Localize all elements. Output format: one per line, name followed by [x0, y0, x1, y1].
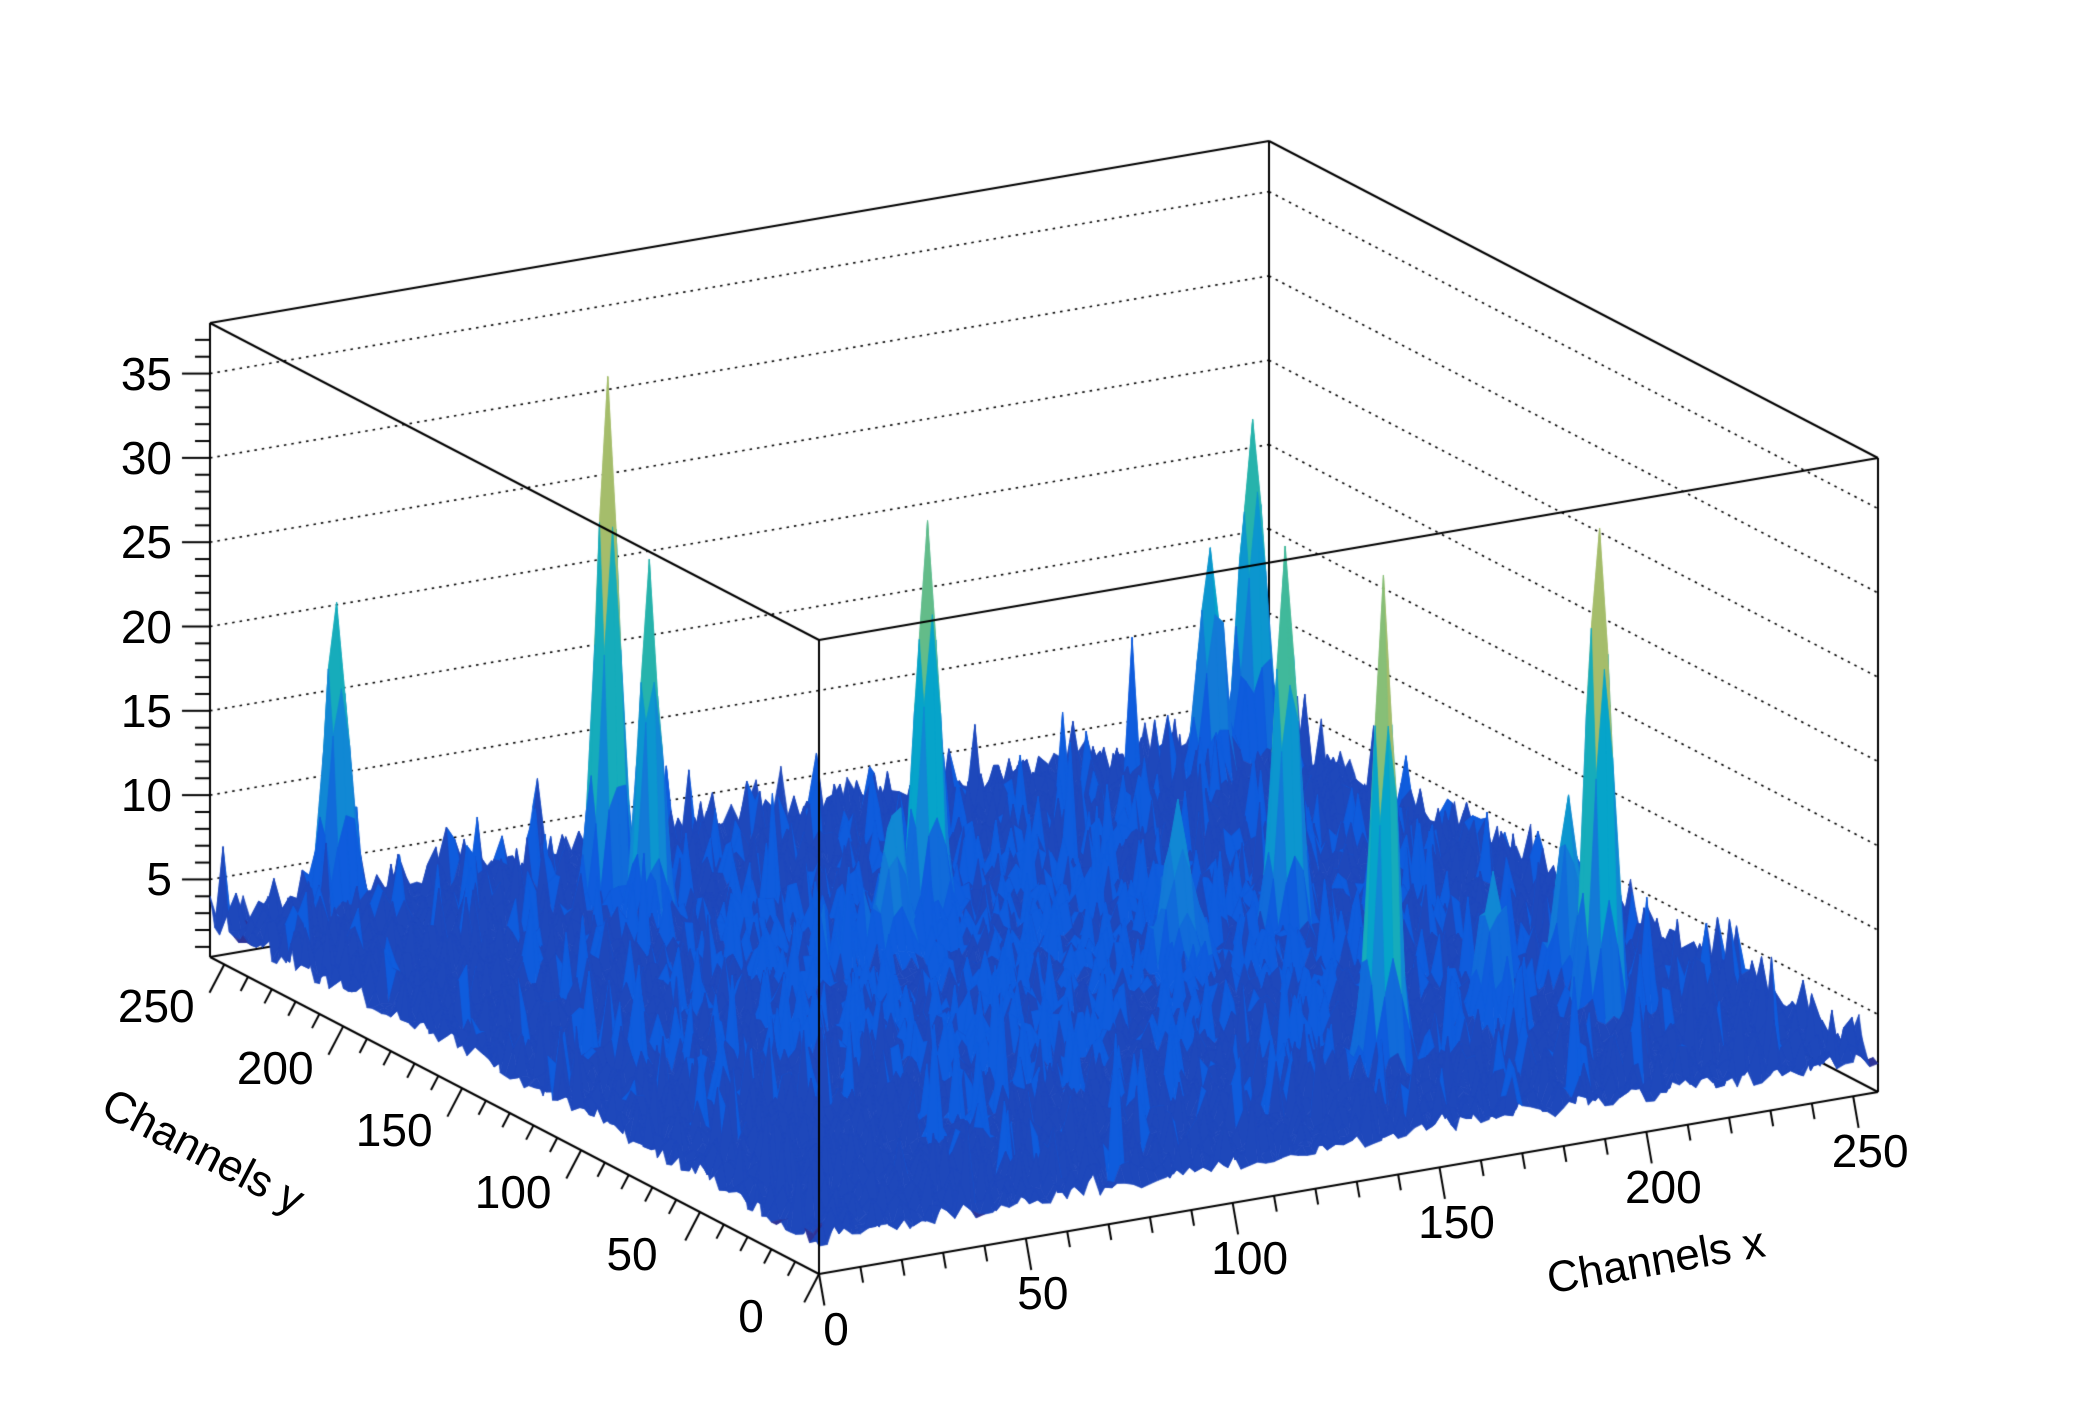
surface-plot-figure: 0 50 100 150 200 250 0 50 100 150 200 250 5 10 15 20 25 3…: [0, 0, 2088, 1416]
surface-plot-canvas: [0, 0, 2088, 1416]
